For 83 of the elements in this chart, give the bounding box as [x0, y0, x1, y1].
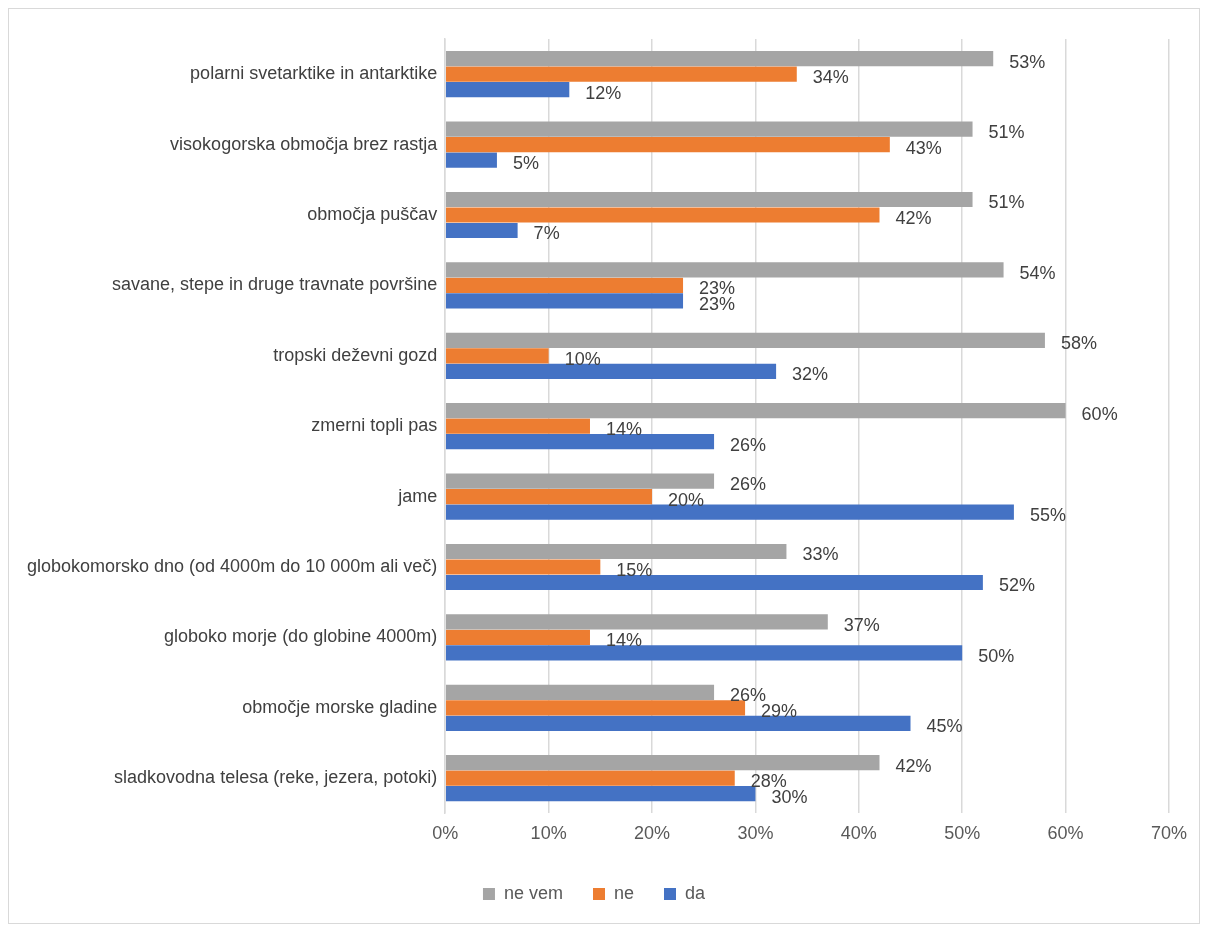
bar — [445, 191, 973, 208]
y-tick-label: globoko morje (do globine 4000m) — [164, 626, 438, 647]
bar — [445, 543, 787, 560]
y-tick-label: jame — [397, 485, 438, 506]
bar — [445, 277, 684, 293]
bar — [445, 66, 797, 82]
bar — [445, 473, 715, 489]
x-tick-label: 0% — [432, 823, 459, 844]
data-label: 42% — [895, 755, 932, 776]
bar — [445, 418, 590, 434]
y-tick-label: globokomorsko dno (od 4000m do 10 000m ali več) — [26, 555, 438, 576]
bar — [445, 614, 828, 630]
bar — [445, 700, 746, 716]
bar — [445, 434, 715, 450]
x-tick-label: 20% — [634, 823, 671, 844]
data-label: 52% — [998, 575, 1035, 596]
data-label: 51% — [988, 192, 1025, 213]
bar — [445, 715, 911, 731]
data-label: 50% — [978, 645, 1015, 666]
bar — [445, 348, 549, 364]
data-label: 54% — [1019, 262, 1056, 283]
y-tick-label: območje morske gladine — [242, 696, 438, 717]
data-label: 15% — [616, 559, 653, 580]
data-label: 26% — [730, 474, 767, 495]
bar — [445, 786, 756, 802]
x-tick-label: 10% — [530, 823, 567, 844]
bar — [445, 504, 1014, 520]
y-tick-label: območja puščav — [307, 203, 438, 224]
bar — [445, 152, 497, 168]
bar — [445, 559, 601, 575]
data-label: 23% — [699, 293, 736, 314]
data-label: 30% — [771, 786, 808, 807]
bar — [445, 222, 518, 239]
bar — [445, 137, 890, 153]
data-label: 37% — [843, 614, 880, 635]
bar — [445, 207, 880, 223]
bar — [445, 629, 590, 645]
data-label: 60% — [1081, 403, 1118, 424]
bar — [445, 82, 570, 98]
bar — [445, 121, 973, 137]
y-tick-label: sladkovodna telesa (reke, jezera, potoki) — [114, 767, 438, 788]
data-label: 26% — [730, 434, 767, 455]
y-tick-label: savane, stepe in druge travnate površine — [112, 274, 438, 295]
bar — [445, 293, 684, 309]
data-label: 10% — [564, 348, 601, 369]
bar — [445, 51, 994, 67]
data-label: 42% — [895, 207, 932, 228]
bar — [445, 262, 1004, 278]
legend-label: da — [685, 882, 707, 903]
data-label: 55% — [1029, 505, 1066, 526]
data-label: 45% — [926, 716, 963, 737]
data-label: 20% — [668, 489, 705, 510]
y-tick-label: tropski deževni gozd — [273, 344, 438, 365]
x-tick-label: 40% — [840, 823, 877, 844]
bar — [445, 574, 983, 591]
y-tick-label: zmerni topli pas — [311, 415, 438, 436]
data-label: 32% — [792, 364, 829, 385]
data-label: 34% — [812, 67, 849, 88]
y-tick-label: visokogorska območja brez rastja — [170, 133, 439, 154]
data-label: 7% — [533, 223, 560, 244]
data-label: 5% — [512, 153, 539, 174]
bar — [445, 363, 777, 379]
bar — [445, 755, 880, 771]
data-label: 51% — [988, 122, 1025, 143]
x-tick-label: 70% — [1150, 823, 1188, 844]
legend-label: ne — [613, 882, 635, 903]
data-label: 33% — [802, 544, 839, 565]
legend-label: ne vem — [503, 882, 563, 903]
data-label: 29% — [761, 700, 798, 721]
bar — [445, 403, 1066, 419]
x-tick-label: 50% — [944, 823, 981, 844]
data-label: 43% — [905, 137, 942, 158]
bar — [445, 332, 1045, 348]
bar — [445, 645, 963, 661]
bar — [445, 489, 653, 505]
y-tick-label: polarni svetarktike in antarktike — [190, 63, 438, 84]
data-label: 58% — [1060, 333, 1097, 354]
bar — [445, 770, 735, 786]
data-label: 12% — [585, 82, 622, 103]
bar — [445, 684, 715, 700]
data-label: 53% — [1009, 51, 1046, 72]
x-tick-label: 60% — [1047, 823, 1084, 844]
x-tick-label: 30% — [737, 823, 774, 844]
